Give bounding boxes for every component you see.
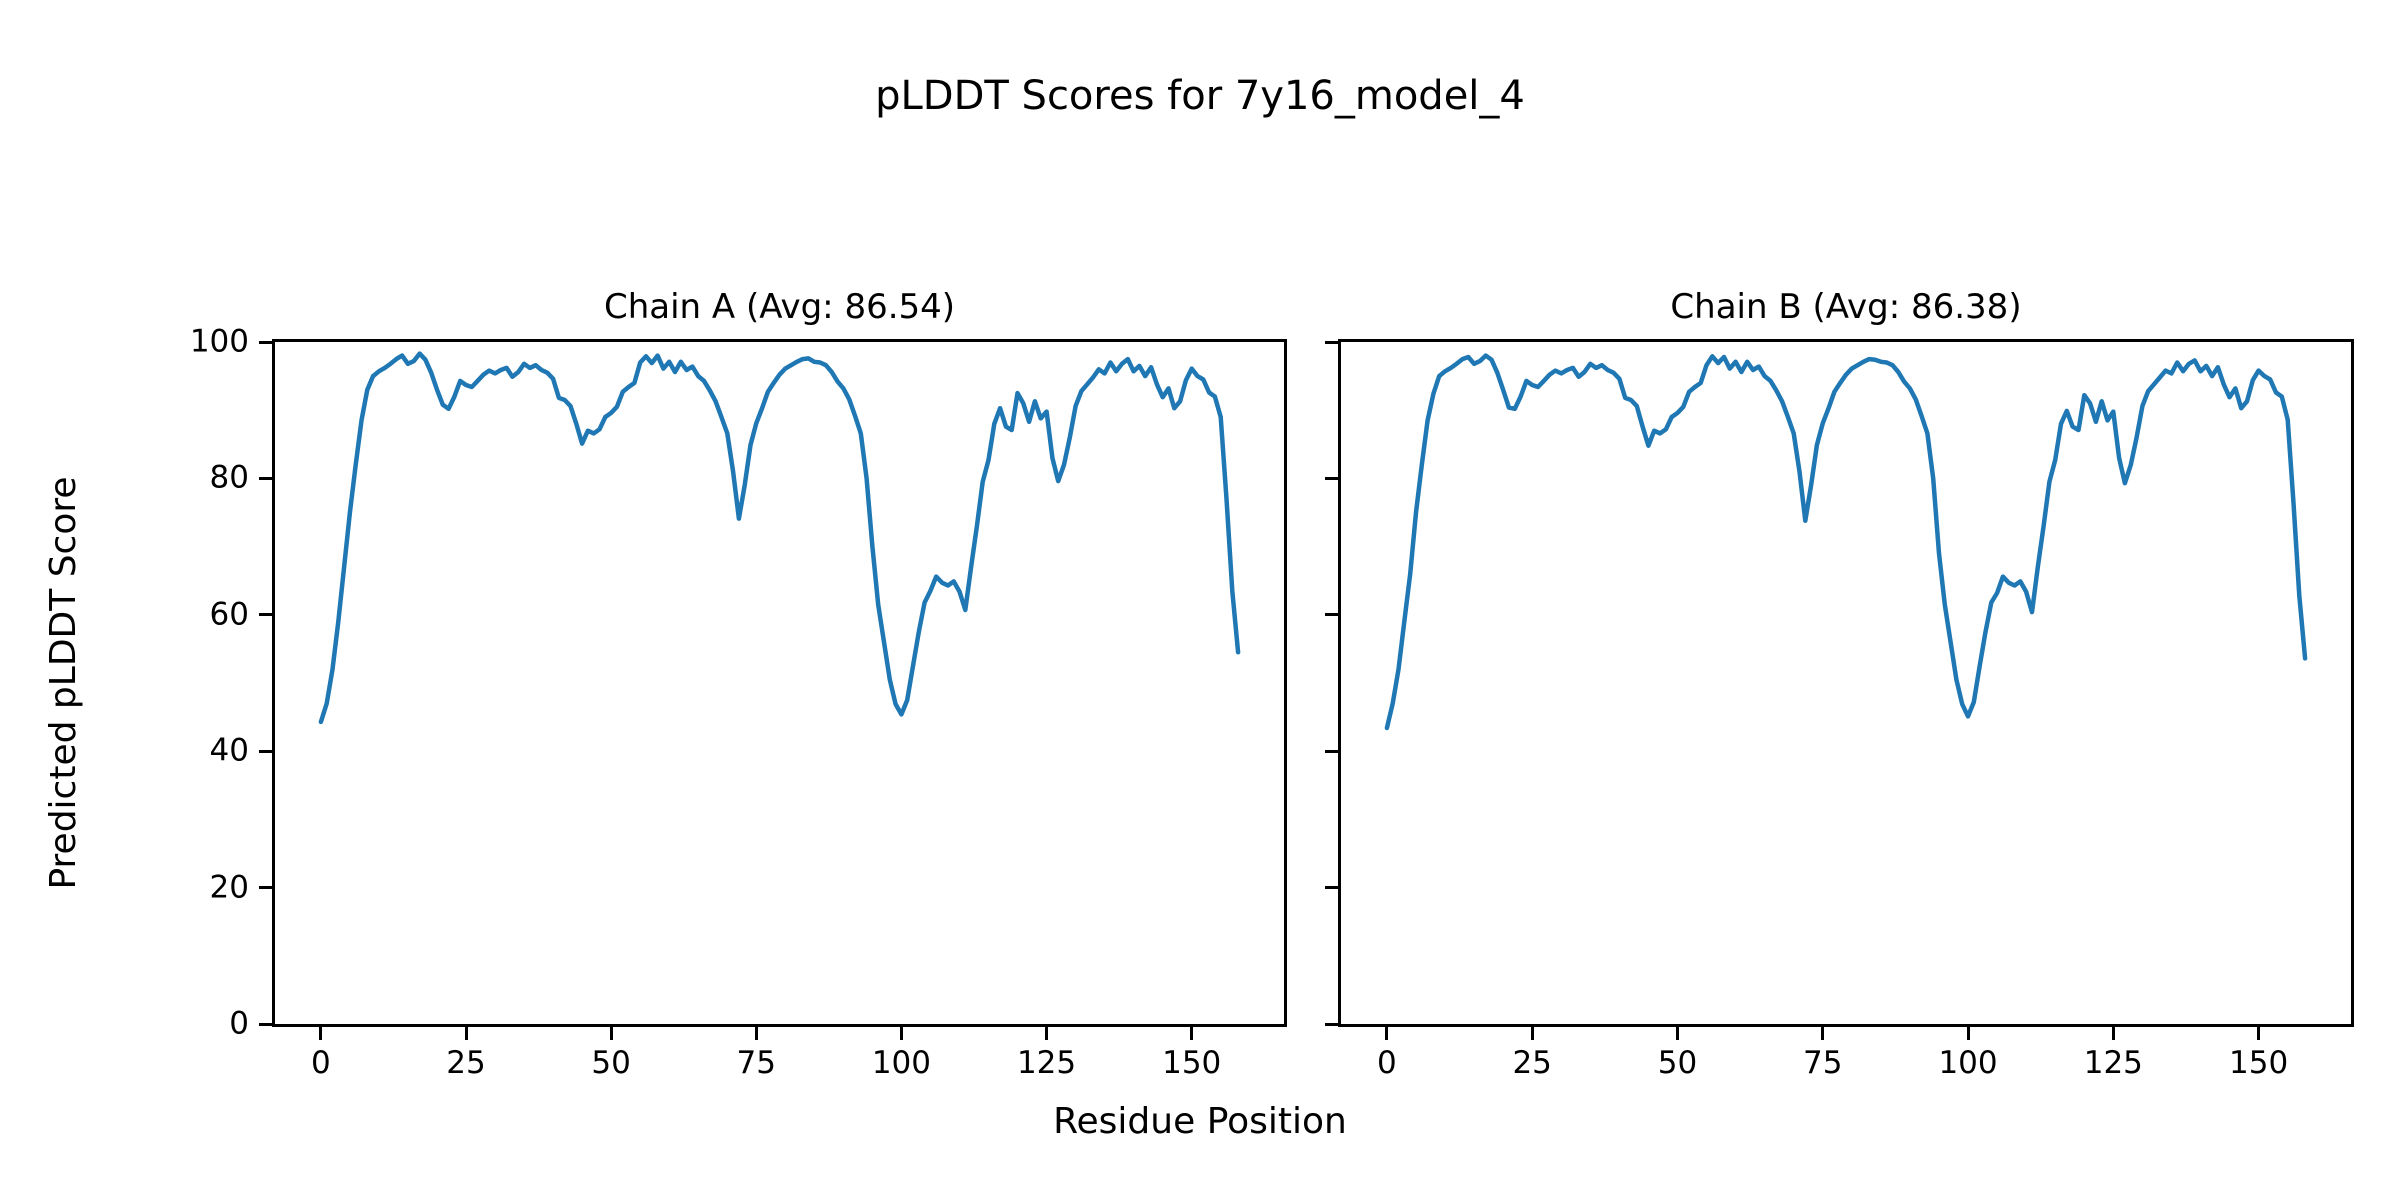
x-tick-label: 50 — [1657, 1045, 1698, 1081]
y-tick — [259, 749, 272, 753]
x-tick — [1966, 1027, 1970, 1040]
x-tick-label: 25 — [1512, 1045, 1552, 1081]
x-tick — [1190, 1027, 1194, 1040]
y-tick-label: 80 — [209, 459, 249, 496]
x-tick — [609, 1027, 613, 1040]
y-tick — [259, 886, 272, 890]
x-tick — [319, 1027, 323, 1040]
subplot-title-chain-b: Chain B (Avg: 86.38) — [1670, 287, 2022, 327]
x-tick-label: 75 — [1803, 1045, 1843, 1081]
y-tick — [1325, 340, 1338, 344]
x-tick-label: 100 — [871, 1045, 931, 1081]
y-tick — [1325, 613, 1338, 617]
y-tick — [259, 340, 272, 344]
x-tick-label: 100 — [1938, 1045, 1998, 1081]
x-tick-label: 25 — [446, 1045, 486, 1081]
y-tick-label: 40 — [209, 732, 249, 769]
y-tick-label: 20 — [209, 869, 249, 906]
y-tick — [259, 1022, 272, 1026]
subplot-chain-a: Chain A (Avg: 86.54) 0 25 50 75 100 125 150 0 20 4… — [190, 290, 1287, 1079]
figure-title: pLDDT Scores for 7y16_model_4 — [875, 73, 1525, 119]
x-tick — [2111, 1027, 2115, 1040]
subplot-title-chain-a: Chain A (Avg: 86.54) — [603, 287, 956, 327]
y-tick-label: 60 — [209, 596, 249, 633]
y-tick — [1325, 1022, 1338, 1026]
plddt-line-chain-b — [1384, 353, 2308, 731]
x-tick-label: 75 — [736, 1045, 776, 1081]
plot-area-chain-b — [1384, 353, 2308, 731]
x-tick — [1821, 1027, 1825, 1040]
plddt-line-chain-a — [318, 351, 1241, 725]
y-tick — [259, 476, 272, 480]
x-tick-label: 0 — [310, 1045, 331, 1081]
plot-area-chain-a — [318, 351, 1241, 725]
x-tick — [464, 1027, 468, 1040]
x-tick-label: 150 — [2229, 1045, 2289, 1081]
y-tick — [1325, 476, 1338, 480]
x-tick — [2257, 1027, 2261, 1040]
x-tick-label: 125 — [1016, 1045, 1077, 1081]
y-tick-label: 100 — [189, 323, 249, 360]
x-tick-label: 150 — [1162, 1045, 1222, 1081]
x-tick — [1675, 1027, 1679, 1040]
y-tick — [1325, 749, 1338, 753]
x-tick — [754, 1027, 758, 1040]
x-tick-label: 125 — [2083, 1045, 2143, 1081]
y-tick-label: 0 — [229, 1005, 249, 1042]
subplot-chain-b: Chain B (Avg: 86.38) 0 25 50 75 100 125 150 — [1325, 290, 2354, 1079]
y-axis-label: Predicted pLDDT Score — [43, 476, 84, 890]
x-tick — [899, 1027, 903, 1040]
y-tick — [1325, 886, 1338, 890]
x-tick — [1385, 1027, 1389, 1040]
y-tick — [259, 613, 272, 617]
x-tick — [1530, 1027, 1534, 1040]
x-axis-label: Residue Position — [1053, 1101, 1347, 1142]
x-tick — [1045, 1027, 1049, 1040]
x-tick-label: 0 — [1377, 1045, 1397, 1081]
x-tick-label: 50 — [591, 1045, 631, 1081]
